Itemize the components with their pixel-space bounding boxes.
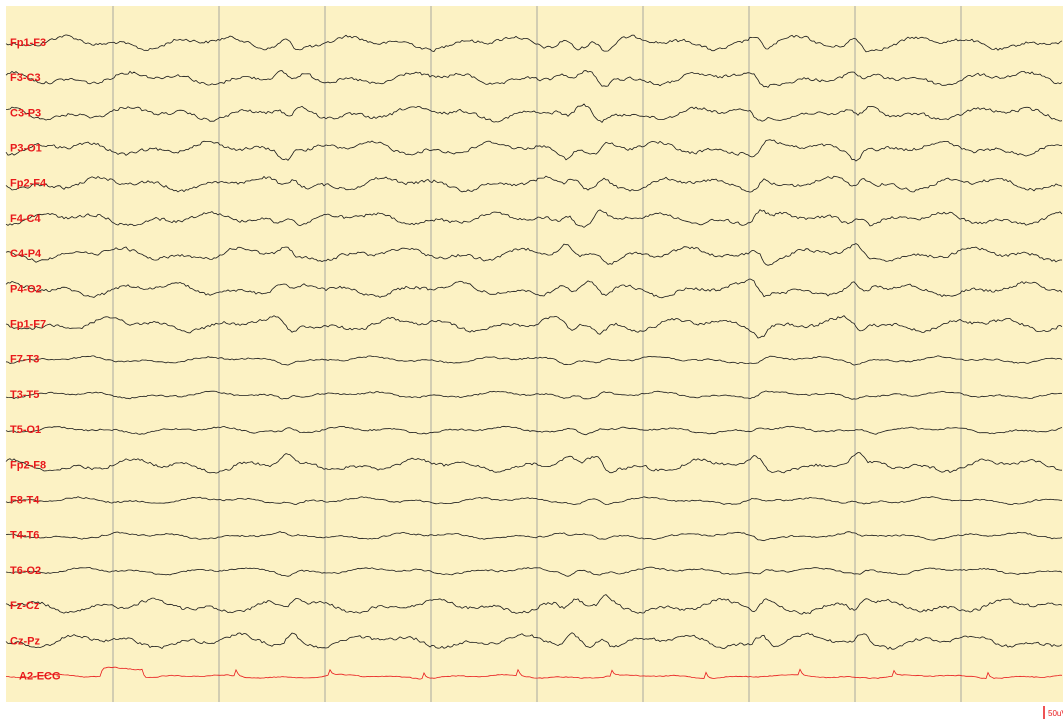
channel-label: F3-C3: [10, 72, 41, 84]
eeg-trace: [5, 566, 1063, 577]
eeg-trace: [5, 139, 1063, 162]
channel-label: Fp1-F7: [10, 319, 46, 331]
channel-label: C3-P3: [10, 107, 41, 119]
eeg-trace: [5, 496, 1063, 506]
channel-label: P3-O1: [10, 143, 42, 155]
channel-label: T6-O2: [10, 565, 41, 577]
eeg-trace: [5, 175, 1063, 193]
channel-label: C4-P4: [10, 248, 42, 260]
channel-label: T4-T6: [10, 530, 39, 542]
scale-label: 50uV: [1048, 709, 1063, 718]
channel-label: Fp2-F8: [10, 459, 46, 471]
channel-label: Fp1-F3: [10, 37, 46, 49]
eeg-trace: [5, 243, 1062, 266]
eeg-trace: [5, 34, 1063, 53]
eeg-trace: [5, 531, 1063, 542]
eeg-trace: [5, 70, 1063, 88]
channel-label: A2-ECG: [19, 671, 61, 683]
channel-label: T5-O1: [10, 424, 41, 436]
eeg-trace: [5, 209, 1063, 228]
channel-label: P4-O2: [10, 283, 42, 295]
eeg-trace: [5, 632, 1063, 650]
channel-label: Fz-Cz: [10, 600, 40, 612]
channel-label: Fp2-F4: [10, 178, 47, 190]
eeg-trace: [5, 452, 1063, 474]
traces: [5, 34, 1063, 680]
channel-label: F7-T3: [10, 354, 39, 366]
channel-labels: Fp1-F3 F3-C3 C3-P3 P3-O1 Fp2-F4 F4-C4 C4-P4 P4-…: [10, 37, 61, 683]
eeg-trace: [5, 315, 1063, 339]
ecg-trace: [5, 666, 1063, 680]
eeg-trace: [5, 594, 1063, 615]
time-grid: [112, 6, 962, 702]
eeg-trace: [5, 355, 1063, 366]
channel-label: Cz-Pz: [10, 635, 40, 647]
channel-label: F4-C4: [10, 213, 41, 225]
channel-label: T3-T5: [10, 389, 39, 401]
eeg-trace: [5, 390, 1063, 400]
trace-area: [6, 6, 1063, 702]
eeg-trace: [5, 103, 1063, 124]
channel-label: F8-T4: [10, 495, 40, 507]
eeg-trace: [5, 425, 1063, 436]
eeg-trace: [5, 278, 1063, 299]
